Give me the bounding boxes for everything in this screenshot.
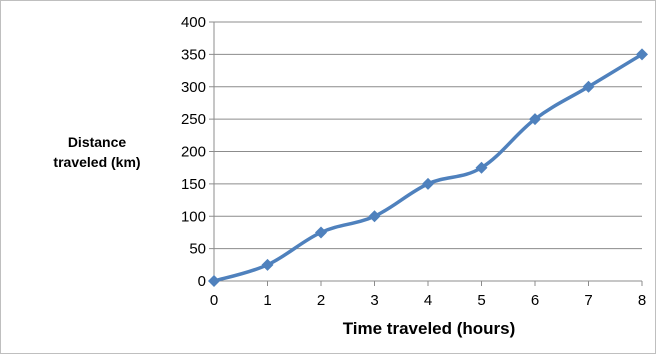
- data-point-marker: [422, 177, 434, 190]
- x-tick-label: 4: [424, 292, 432, 309]
- y-tick-label: 300: [181, 79, 206, 96]
- data-point-marker: [529, 113, 541, 126]
- x-axis-title: Time traveled (hours): [343, 319, 516, 338]
- y-axis-ticks: 0 50 100 150 200 250 300 350 400: [181, 14, 214, 290]
- data-point-marker: [368, 210, 381, 223]
- x-tick-label: 6: [531, 292, 539, 309]
- y-tick-label: 400: [181, 14, 206, 31]
- y-axis-title-line-2: traveled (km): [53, 154, 140, 170]
- y-tick-label: 200: [181, 144, 206, 161]
- data-point-marker: [261, 258, 274, 271]
- series-line-0: [213, 52, 643, 283]
- y-tick-label: 100: [181, 208, 206, 225]
- y-tick-label: 250: [181, 111, 206, 128]
- y-tick-label: 50: [189, 241, 206, 258]
- x-tick-label: 8: [638, 292, 646, 309]
- data-point-marker: [208, 275, 220, 287]
- series: [208, 48, 648, 287]
- x-tick-label: 3: [370, 292, 378, 309]
- gridlines: [214, 21, 642, 250]
- axes: [213, 22, 642, 282]
- data-point-marker: [582, 80, 595, 93]
- y-axis-title-line-1: Distance: [68, 134, 127, 150]
- data-point-marker: [315, 226, 327, 239]
- x-tick-label: 1: [263, 292, 271, 309]
- x-tick-label: 5: [477, 292, 485, 309]
- y-tick-label: 0: [198, 273, 206, 290]
- y-tick-label: 350: [181, 46, 206, 63]
- x-tick-label: 7: [584, 292, 592, 309]
- x-axis-ticks: 0 1 2 3 4 5 6 7 8: [210, 281, 646, 309]
- data-point-marker: [636, 48, 648, 61]
- x-tick-label: 2: [317, 292, 325, 309]
- x-tick-label: 0: [210, 292, 218, 309]
- data-point-marker: [475, 161, 488, 174]
- y-tick-label: 150: [181, 176, 206, 193]
